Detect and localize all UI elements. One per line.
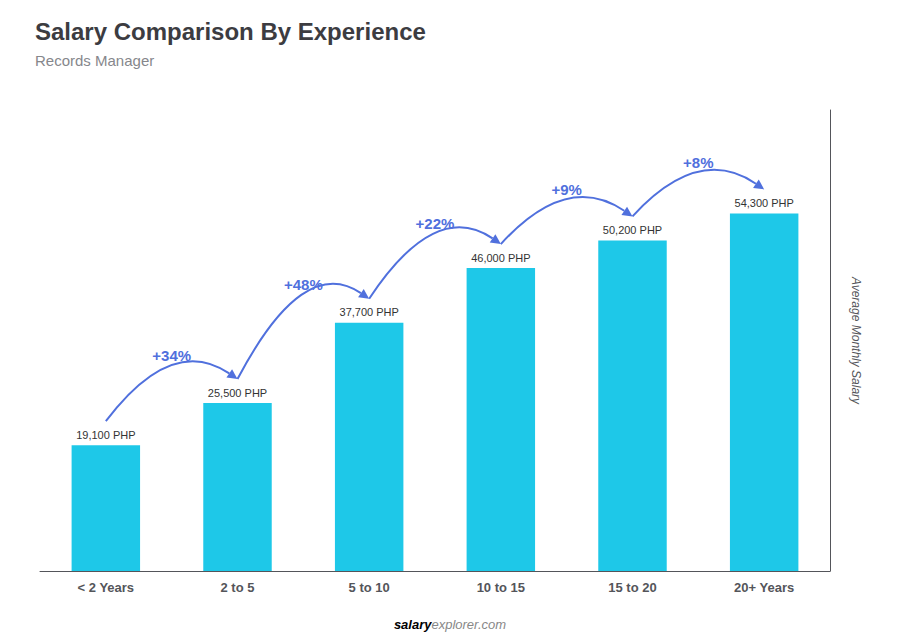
svg-text:+22%: +22% <box>416 215 455 232</box>
svg-text:Average Monthly Salary: Average Monthly Salary <box>849 276 863 405</box>
svg-text:46,000 PHP: 46,000 PHP <box>471 252 530 264</box>
svg-text:2 to 5: 2 to 5 <box>221 580 255 595</box>
svg-text:+48%: +48% <box>284 276 323 293</box>
svg-text:15 to 20: 15 to 20 <box>608 580 656 595</box>
svg-text:10 to 15: 10 to 15 <box>477 580 525 595</box>
svg-text:54,300 PHP: 54,300 PHP <box>735 197 794 209</box>
svg-text:37,700 PHP: 37,700 PHP <box>340 306 399 318</box>
svg-text:salary: salary <box>394 617 432 632</box>
svg-text:5 to 10: 5 to 10 <box>349 580 390 595</box>
svg-text:50,200 PHP: 50,200 PHP <box>603 224 662 236</box>
svg-text:Salary Comparison By Experienc: Salary Comparison By Experience <box>35 18 426 45</box>
svg-text:25,500 PHP: 25,500 PHP <box>208 387 267 399</box>
svg-text:+34%: +34% <box>152 347 191 364</box>
svg-text:+9%: +9% <box>551 181 581 198</box>
svg-text:Records Manager: Records Manager <box>35 52 154 69</box>
svg-text:19,100 PHP: 19,100 PHP <box>76 429 135 441</box>
svg-text:explorer.com: explorer.com <box>431 617 506 632</box>
svg-text:20+ Years: 20+ Years <box>734 580 794 595</box>
svg-text:+8%: +8% <box>683 154 713 171</box>
svg-text:< 2 Years: < 2 Years <box>78 580 135 595</box>
